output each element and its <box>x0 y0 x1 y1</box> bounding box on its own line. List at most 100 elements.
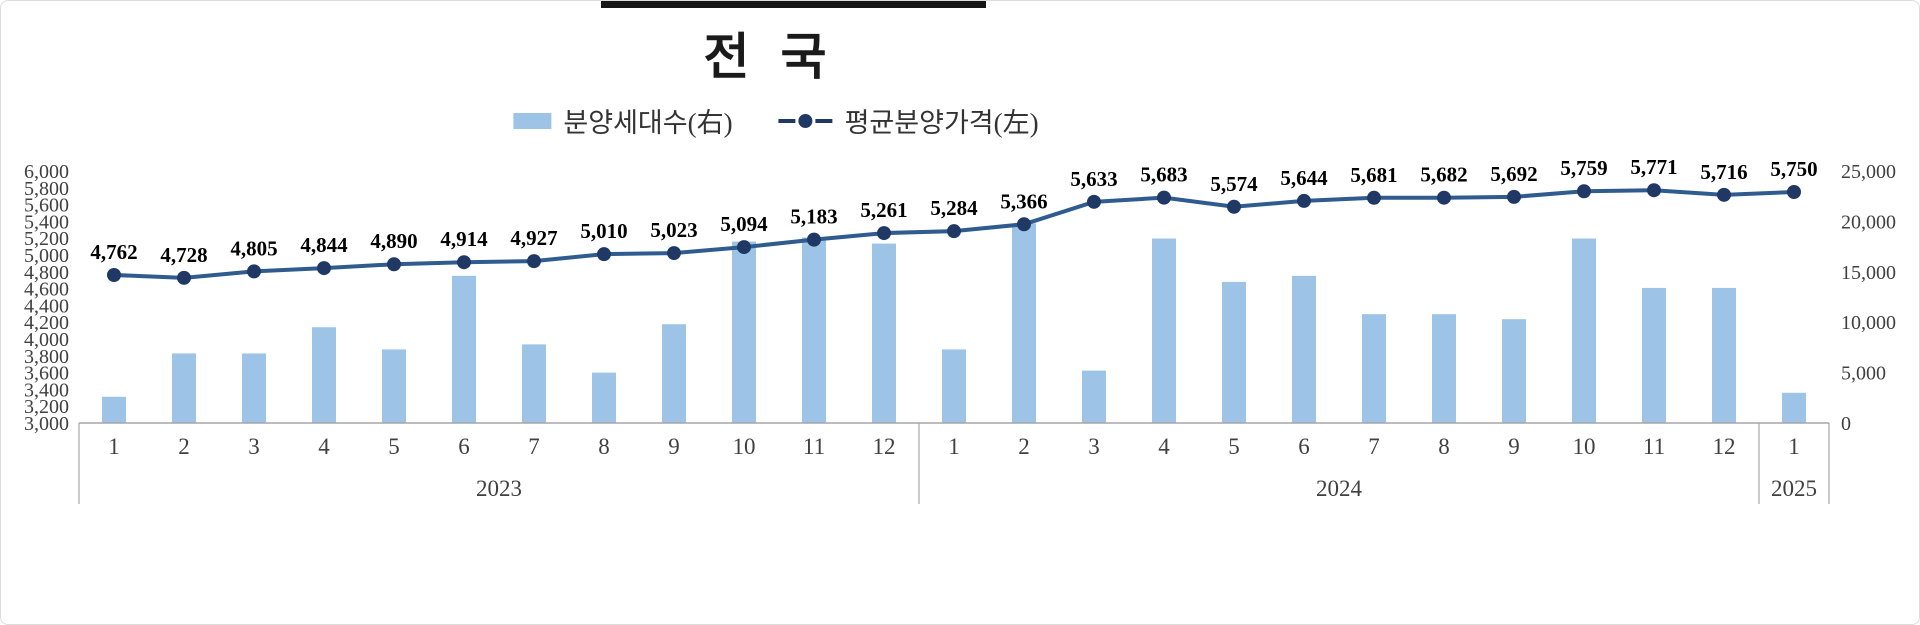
price-data-label: 5,183 <box>790 205 837 229</box>
price-marker <box>457 255 471 270</box>
bar-month-13 <box>942 349 966 423</box>
price-marker <box>1157 190 1171 205</box>
right-axis-tick: 25,000 <box>1841 161 1896 183</box>
month-label: 10 <box>1573 434 1596 459</box>
month-label: 1 <box>108 434 120 459</box>
price-marker <box>1297 193 1311 208</box>
left-axis-tick: 3,400 <box>24 379 69 401</box>
left-axis-tick: 6,000 <box>24 161 69 183</box>
month-label: 7 <box>528 434 540 459</box>
price-marker <box>667 246 681 261</box>
bar-month-23 <box>1642 287 1666 423</box>
price-marker <box>387 257 401 272</box>
price-data-label: 5,683 <box>1140 163 1187 187</box>
left-axis-tick: 3,200 <box>24 396 69 418</box>
month-label: 4 <box>1158 434 1170 459</box>
price-marker <box>1367 190 1381 205</box>
price-marker <box>877 226 891 241</box>
bar-month-14 <box>1012 223 1036 423</box>
price-data-label: 5,716 <box>1700 160 1747 184</box>
bar-month-19 <box>1362 314 1386 423</box>
month-label: 5 <box>388 434 400 459</box>
legend: 분양세대수(右) 평균분양가격(左) <box>513 101 1039 140</box>
left-axis-tick: 4,600 <box>24 279 69 301</box>
price-marker <box>1507 189 1521 204</box>
bar-month-9 <box>662 324 686 423</box>
month-label: 11 <box>1643 434 1665 459</box>
bar-month-22 <box>1572 238 1596 423</box>
bar-month-2 <box>172 353 196 423</box>
price-data-label: 5,771 <box>1630 155 1677 179</box>
month-label: 6 <box>1298 434 1310 459</box>
price-marker <box>947 224 961 239</box>
price-marker <box>1227 199 1241 214</box>
price-data-label: 5,574 <box>1210 172 1258 196</box>
price-data-label: 5,759 <box>1560 156 1607 180</box>
price-data-label: 4,805 <box>230 236 277 260</box>
price-data-label: 5,682 <box>1420 163 1467 187</box>
price-data-label: 4,890 <box>370 229 417 253</box>
price-data-label: 5,633 <box>1070 167 1117 191</box>
price-marker <box>527 254 541 269</box>
right-axis-tick: 0 <box>1841 413 1851 435</box>
price-data-label: 5,692 <box>1490 162 1537 186</box>
bar-month-20 <box>1432 314 1456 423</box>
price-data-label: 5,284 <box>930 196 978 220</box>
price-data-label: 5,366 <box>1000 189 1047 213</box>
price-data-label: 4,927 <box>510 226 557 250</box>
price-marker <box>1577 184 1591 199</box>
bar-month-6 <box>452 275 476 423</box>
price-marker <box>177 270 191 285</box>
left-axis-tick: 4,400 <box>24 295 69 317</box>
month-label: 2 <box>178 434 190 459</box>
bar-month-5 <box>382 349 406 423</box>
month-label: 9 <box>1508 434 1520 459</box>
left-axis-tick: 3,800 <box>24 346 69 368</box>
bar-month-21 <box>1502 319 1526 423</box>
bar-month-15 <box>1082 370 1106 423</box>
line-series-swatch-icon <box>778 113 833 128</box>
bar-month-17 <box>1222 281 1246 423</box>
price-data-label: 5,261 <box>860 198 907 222</box>
bar-month-10 <box>732 241 756 423</box>
year-label-2024: 2024 <box>1316 476 1363 501</box>
price-data-label: 5,010 <box>580 219 627 243</box>
bar-month-4 <box>312 327 336 423</box>
price-data-label: 5,681 <box>1350 163 1397 187</box>
bar-month-16 <box>1152 238 1176 423</box>
price-marker <box>1717 187 1731 202</box>
month-label: 5 <box>1228 434 1240 459</box>
bar-month-3 <box>242 353 266 423</box>
year-label-2025: 2025 <box>1771 476 1817 501</box>
month-label: 6 <box>458 434 470 459</box>
month-label: 3 <box>248 434 260 459</box>
month-label: 2 <box>1018 434 1030 459</box>
top-edge-artifact <box>601 1 986 8</box>
left-axis-tick: 5,600 <box>24 195 69 217</box>
price-marker <box>1437 190 1451 205</box>
price-marker <box>317 261 331 276</box>
price-marker <box>107 267 121 282</box>
month-label: 4 <box>318 434 330 459</box>
left-axis-tick: 4,800 <box>24 262 69 284</box>
price-marker <box>1017 217 1031 232</box>
price-marker <box>737 240 751 255</box>
price-marker <box>1087 194 1101 209</box>
right-axis-tick: 20,000 <box>1841 211 1896 233</box>
legend-item-line: 평균분양가격(左) <box>778 101 1039 140</box>
month-label: 3 <box>1088 434 1100 459</box>
month-label: 9 <box>668 434 680 459</box>
right-axis-tick: 10,000 <box>1841 312 1896 334</box>
bar-series-swatch-icon <box>513 112 552 129</box>
month-label: 8 <box>598 434 610 459</box>
price-data-label: 4,844 <box>300 233 348 257</box>
price-data-label: 5,094 <box>720 212 768 236</box>
bar-month-18 <box>1292 275 1316 423</box>
left-axis-tick: 4,000 <box>24 329 69 351</box>
bar-month-12 <box>872 243 896 423</box>
month-label: 1 <box>948 434 960 459</box>
price-marker <box>1787 185 1801 199</box>
month-label: 12 <box>1713 434 1736 459</box>
bar-month-8 <box>592 372 616 423</box>
